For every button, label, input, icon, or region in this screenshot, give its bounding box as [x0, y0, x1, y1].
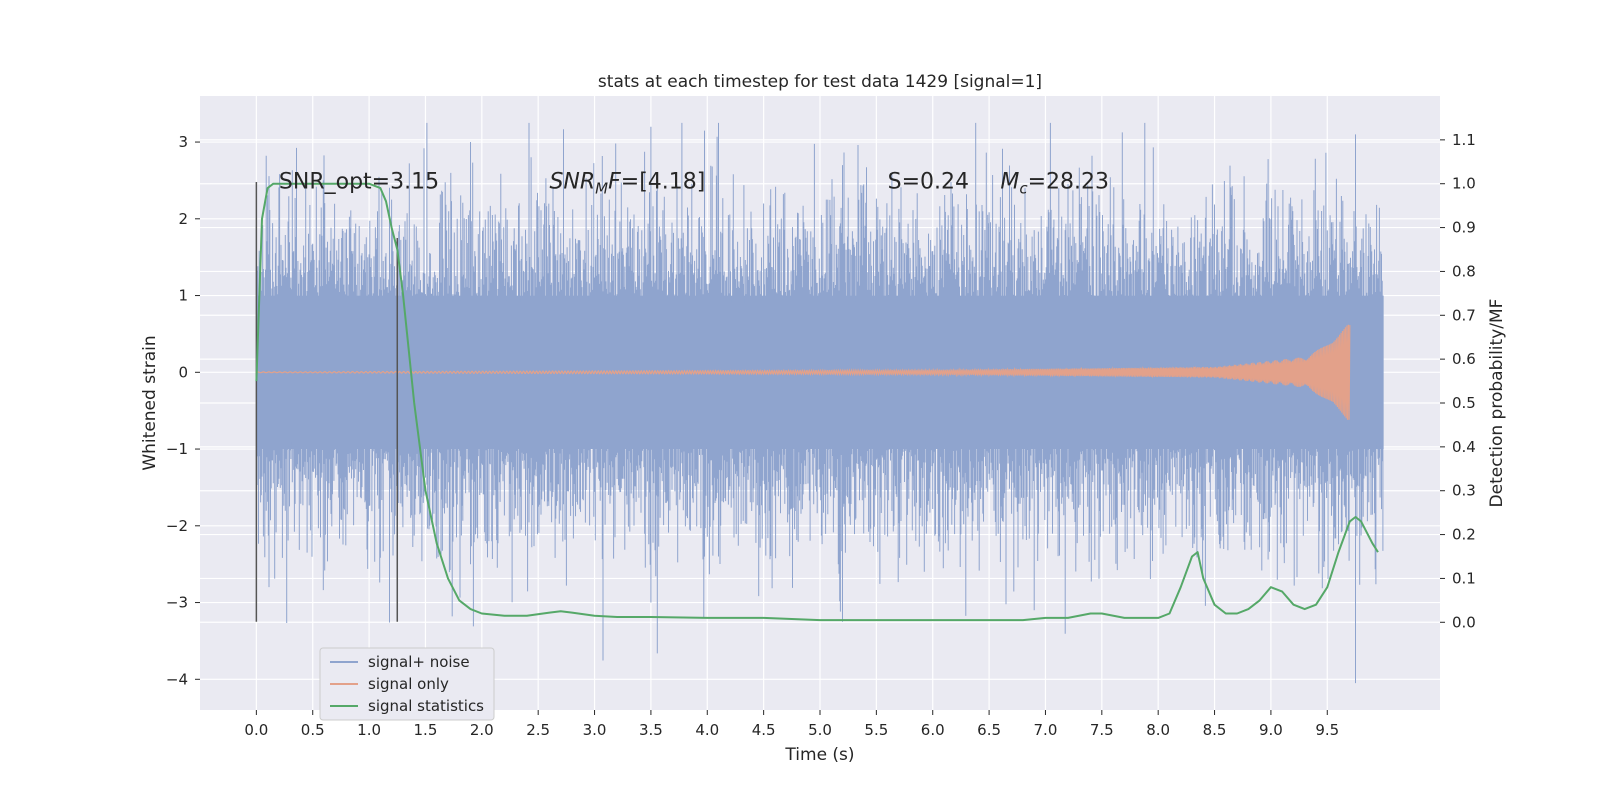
x-tick-label: 3.5	[639, 721, 663, 739]
y-left-tick-label: 3	[178, 133, 188, 151]
y-right-tick-label: 0.1	[1452, 569, 1476, 587]
y-right-tick-label: 0.8	[1452, 262, 1476, 280]
legend-box	[319, 647, 495, 721]
annotation-text: SNRMF=[4.18]	[549, 169, 705, 197]
y-left-axis-ticks: 3 2 1 0 −1 −2 −3 −4	[166, 133, 200, 688]
y-right-tick-label: 0.6	[1452, 350, 1476, 368]
y-left-tick-label: 0	[178, 363, 188, 381]
x-tick-label: 4.0	[695, 721, 719, 739]
y-left-tick-label: 2	[178, 210, 188, 228]
x-tick-label: 2.5	[526, 721, 550, 739]
legend-label: signal only	[368, 675, 449, 693]
y-left-tick-label: −3	[166, 594, 188, 612]
y-left-tick-label: −4	[166, 670, 188, 688]
y-right-tick-label: 0.5	[1452, 394, 1476, 412]
y-right-tick-label: 0.3	[1452, 482, 1476, 500]
x-tick-label: 8.5	[1203, 721, 1227, 739]
legend: signal+ noise signal only signal statistic…	[319, 647, 495, 721]
y-right-axis-label: Detection probability/MF	[1487, 299, 1507, 508]
x-tick-label: 5.0	[808, 721, 832, 739]
x-tick-label: 9.5	[1315, 721, 1339, 739]
y-right-axis-ticks: 1.1 1.0 0.9 0.8 0.7 0.6 0.5 0.4 0.3 0.2 0.1 0.0	[1440, 131, 1476, 631]
x-tick-label: 3.0	[583, 721, 607, 739]
y-left-tick-label: −2	[166, 517, 188, 535]
legend-label: signal+ noise	[368, 653, 470, 671]
y-right-tick-label: 1.0	[1452, 175, 1476, 193]
annotation-text: Mc=28.23	[1000, 169, 1109, 197]
signal-statistics-series	[255, 182, 1379, 622]
x-axis-label: Time (s)	[784, 745, 854, 765]
legend-label: signal statistics	[368, 697, 484, 715]
x-tick-label: 9.0	[1259, 721, 1283, 739]
annotation-text: S=0.24	[888, 169, 969, 194]
x-tick-label: 1.5	[414, 721, 438, 739]
x-tick-label: 6.5	[977, 721, 1001, 739]
annotation-text: SNR_opt=3.15	[279, 169, 439, 194]
y-left-tick-label: 1	[178, 287, 188, 305]
x-tick-label: 0.0	[244, 721, 268, 739]
x-tick-label: 1.0	[357, 721, 381, 739]
annotations: SNR_opt=3.15 SNRMF=[4.18] S=0.24 Mc=28.23	[279, 169, 1109, 197]
y-right-tick-label: 1.1	[1452, 131, 1476, 149]
x-axis-ticks: 0.0 0.5 1.0 1.5 2.0 2.5 3.0 3.5 4.0 4.5 5.0 5.5 6.0 6…	[244, 710, 1339, 739]
y-right-tick-label: 0.9	[1452, 219, 1476, 237]
signal-statistics-line	[255, 182, 1379, 622]
x-tick-label: 8.0	[1146, 721, 1170, 739]
vertical-markers	[255, 181, 399, 622]
x-tick-label: 7.5	[1090, 721, 1114, 739]
y-left-axis-label: Whitened strain	[140, 335, 160, 470]
x-tick-label: 2.0	[470, 721, 494, 739]
y-right-tick-label: 0.7	[1452, 306, 1476, 324]
x-tick-label: 4.5	[752, 721, 776, 739]
y-right-tick-label: 0.0	[1452, 613, 1476, 631]
signal-only-series	[256, 324, 1351, 420]
y-right-tick-label: 0.4	[1452, 438, 1476, 456]
x-tick-label: 7.0	[1034, 721, 1058, 739]
x-tick-label: 6.0	[921, 721, 945, 739]
y-left-tick-label: −1	[166, 440, 188, 458]
signal-only-line	[256, 324, 1351, 420]
chart-title: stats at each timestep for test data 142…	[598, 72, 1042, 92]
y-right-tick-label: 0.2	[1452, 526, 1476, 544]
x-tick-label: 0.5	[301, 721, 325, 739]
x-tick-label: 5.5	[864, 721, 888, 739]
